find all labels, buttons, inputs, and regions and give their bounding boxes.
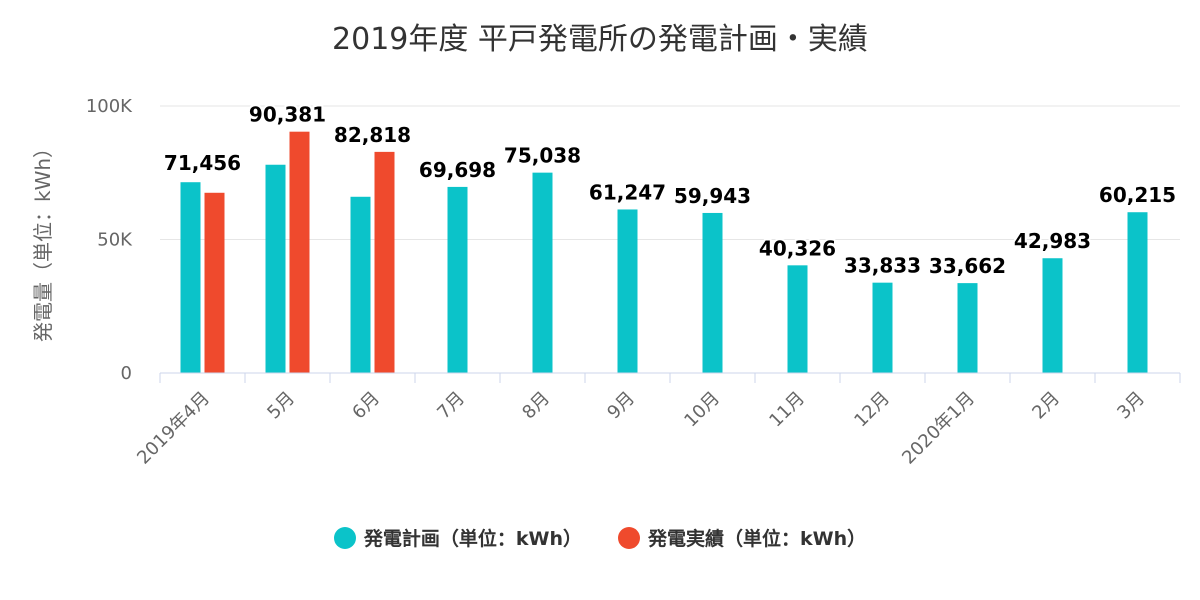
x-tick-label: 3月 — [1113, 388, 1149, 424]
data-label: 71,456 — [164, 151, 241, 175]
x-tick-label: 10月 — [680, 388, 724, 432]
x-tick-label: 6月 — [348, 388, 384, 424]
bar-series-0-7[interactable] — [787, 265, 808, 373]
x-tick-label: 11月 — [765, 388, 809, 432]
bar-series-0-9[interactable] — [957, 283, 978, 373]
y-axis-title: 発電量（単位：kWh） — [31, 138, 55, 342]
bar-series-1-0[interactable] — [204, 192, 225, 373]
x-tick-label: 9月 — [603, 388, 639, 424]
data-label: 60,215 — [1099, 183, 1176, 207]
legend-label-actual: 発電実績（単位：kWh） — [648, 528, 867, 550]
bar-series-0-0[interactable] — [180, 182, 201, 373]
bar-series-0-4[interactable] — [532, 172, 553, 373]
bar-series-1-1[interactable] — [289, 131, 310, 373]
data-label: 59,943 — [674, 184, 751, 208]
gridlines — [160, 105, 1180, 240]
x-tick-label: 2月 — [1028, 388, 1064, 424]
data-label: 61,247 — [589, 180, 666, 204]
legend-swatch-actual — [618, 526, 640, 549]
legend-label-plan: 発電計画（単位：kWh） — [363, 528, 582, 550]
bar-series-1-2[interactable] — [374, 151, 395, 373]
data-label: 40,326 — [759, 236, 836, 260]
bar-series-0-8[interactable] — [872, 282, 893, 373]
bar-series-0-2[interactable] — [350, 196, 371, 373]
data-label: 42,983 — [1014, 229, 1091, 253]
data-label: 33,833 — [844, 254, 921, 278]
bar-series-0-6[interactable] — [702, 212, 723, 373]
y-tick-label: 0 — [121, 363, 132, 384]
y-tick-label: 100K — [86, 96, 133, 117]
data-label: 69,698 — [419, 158, 496, 182]
chart-title: 2019年度 平戸発電所の発電計画・実績 — [332, 22, 868, 57]
legend: 発電計画（単位：kWh） 発電実績（単位：kWh） — [0, 524, 1200, 551]
data-label: 82,818 — [334, 123, 411, 147]
y-axis-ticks: 0 50K 100K — [86, 96, 133, 384]
x-tick-label: 2019年4月 — [133, 388, 214, 469]
data-label: 90,381 — [249, 103, 326, 127]
y-tick-label: 50K — [97, 230, 133, 251]
legend-swatch-plan — [333, 526, 356, 549]
x-tick-label: 12月 — [850, 388, 894, 432]
x-tick-label: 7月 — [433, 388, 469, 424]
x-tick-label: 5月 — [263, 388, 299, 424]
x-axis: 2019年4月 5月 6月 7月 8月 9月 10月 11月 12月 2020年1月 2月 3月 — [133, 372, 1181, 469]
data-labels: 71,456 69,698 75,038 61,247 59,943 40,326 33,8… — [162, 101, 1178, 280]
bar-series-0-10[interactable] — [1042, 258, 1063, 373]
bars — [180, 131, 1148, 373]
legend-item-actual[interactable]: 発電実績（単位：kWh） — [618, 524, 866, 551]
legend-item-plan[interactable]: 発電計画（単位：kWh） — [333, 524, 582, 551]
x-tick-label: 8月 — [518, 388, 554, 424]
bar-series-0-3[interactable] — [447, 186, 468, 373]
data-label: 75,038 — [504, 144, 581, 168]
bar-series-0-5[interactable] — [617, 209, 638, 373]
x-tick-label: 2020年1月 — [898, 388, 979, 469]
bar-series-0-11[interactable] — [1127, 212, 1148, 373]
data-label: 33,662 — [929, 254, 1006, 278]
bar-series-0-1[interactable] — [265, 164, 286, 373]
